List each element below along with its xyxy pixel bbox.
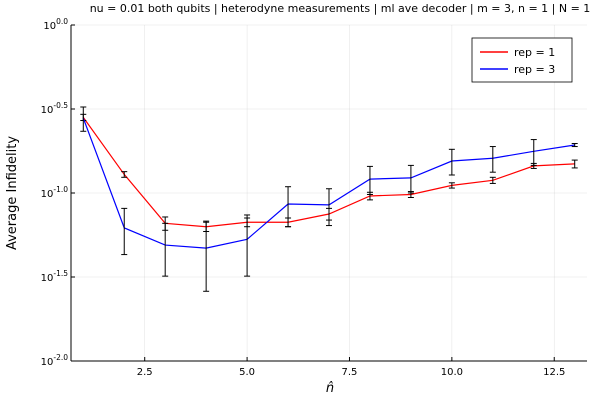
y-tick-label: 100.0: [43, 17, 68, 32]
error-bar: [203, 220, 210, 292]
axes: 2.5 5.0 7.5 10.0 12.5 100.0 10-0.5 10-1.0 10-1.5…: [41, 17, 587, 378]
x-tick-label: 10.0: [441, 367, 463, 378]
x-tick-label: 7.5: [342, 367, 358, 378]
error-bar: [489, 176, 496, 184]
error-bar: [162, 222, 169, 277]
error-bar: [530, 139, 537, 166]
legend: rep = 1 rep = 3: [471, 37, 573, 83]
error-bar: [571, 143, 578, 148]
x-tick-label: 12.5: [543, 367, 565, 378]
y-tick-label: 10-2.0: [41, 353, 69, 368]
legend-label-1: rep = 1: [514, 46, 555, 59]
error-bar: [121, 171, 128, 178]
y-tick-label: 10-1.0: [41, 185, 69, 200]
y-axis-label: Average Infidelity: [5, 136, 20, 250]
x-axis-label: n̂: [326, 381, 334, 396]
error-bar: [326, 188, 332, 227]
legend-box: [471, 37, 573, 83]
error-bar: [571, 159, 578, 169]
legend-label-2: rep = 3: [514, 63, 555, 76]
x-tick-label: 5.0: [239, 367, 255, 378]
y-tick-label: 10-1.5: [41, 269, 69, 284]
y-tick-label: 10-0.5: [41, 101, 69, 116]
error-bar: [244, 214, 251, 277]
error-bar: [80, 106, 87, 132]
error-bar: [407, 164, 414, 194]
series-layer: [80, 106, 578, 292]
error-bar: [366, 165, 373, 195]
error-bar: [121, 207, 128, 256]
chart-title: nu = 0.01 both qubits | heterodyne measu…: [90, 2, 591, 15]
error-bar: [489, 146, 496, 173]
error-bar: [448, 148, 455, 176]
x-tick-label: 2.5: [137, 367, 153, 378]
error-bar: [448, 182, 455, 189]
error-bar: [285, 186, 292, 228]
